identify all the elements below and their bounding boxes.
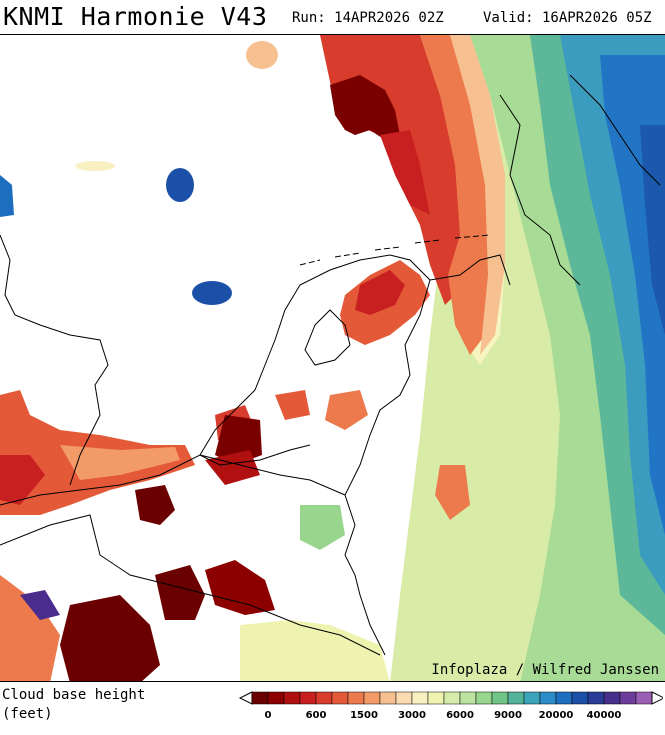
cloud-field-peach-blob: [246, 41, 278, 69]
cloud-field-blue-blob-1: [166, 168, 194, 202]
cloud-field-red-patch: [380, 130, 430, 215]
legend-swatch: [507, 691, 525, 705]
coastline-england: [0, 234, 109, 486]
coastline-belgium-france: [0, 444, 311, 506]
legend-tick-label: 6000: [446, 710, 474, 721]
legend-swatch: [459, 691, 477, 705]
legend-swatch: [395, 691, 413, 705]
legend-swatch: [587, 691, 605, 705]
legend-ticks: 0 600 1500 3000 6000 9000 20000 40000: [265, 710, 622, 721]
cloud-field-maroon-6: [205, 450, 260, 485]
legend-swatches: [238, 691, 663, 705]
legend-swatch: [571, 691, 589, 705]
legend-tick-label: 1500: [350, 710, 378, 721]
legend-tick-label: 40000: [587, 710, 622, 721]
legend-arrow-right: [651, 691, 663, 705]
legend-swatch: [523, 691, 541, 705]
cloud-field-south-green: [300, 505, 345, 550]
cloud-field-yellow-blob: [75, 161, 115, 171]
coastline-frisian-islands: [299, 234, 491, 266]
legend-swatch: [475, 691, 493, 705]
map-credit: Infoplaza / Wilfred Janssen: [431, 662, 659, 678]
cloud-field-blue-blob-2: [192, 281, 232, 305]
coastline-sweden: [569, 74, 661, 186]
cloud-field-maroon-3: [155, 565, 205, 620]
legend-swatch: [635, 691, 653, 705]
map-canvas: [0, 35, 665, 681]
cloud-field-blue-edge: [0, 175, 14, 217]
cloud-field-darker-blue: [640, 125, 665, 335]
cloud-field-peach-band: [450, 35, 505, 355]
parameter-unit: (feet): [2, 706, 53, 722]
coastline-ijsselmeer: [304, 309, 351, 366]
legend-swatch: [619, 691, 637, 705]
color-legend: 0 600 1500 3000 6000 9000 20000 40000: [238, 691, 663, 721]
cloud-field-nl-darkred: [355, 270, 405, 315]
legend-swatch: [443, 691, 461, 705]
cloud-field-center-orange: [435, 465, 470, 520]
cloud-field-orange-small: [275, 390, 310, 420]
run-time: Run: 14APR2026 02Z: [292, 10, 444, 26]
legend-swatch: [427, 691, 445, 705]
cloud-field-france-purple: [20, 590, 60, 620]
cloud-field-dark-red-patch: [330, 75, 400, 140]
footer: Cloud base height (feet) 0 600 1500 3000 600…: [0, 682, 665, 735]
header: KNMI Harmonie V43 Run: 14APR2026 02Z Val…: [0, 0, 665, 34]
legend-tick-label: 600: [306, 710, 327, 721]
cloud-field-orange-small-2: [325, 390, 368, 430]
coastline-denmark: [499, 94, 581, 286]
valid-time: Valid: 16APR2026 05Z: [483, 10, 652, 26]
legend-swatch: [411, 691, 429, 705]
map-title: KNMI Harmonie V43: [3, 2, 268, 31]
legend-swatch: [539, 691, 557, 705]
legend-swatch: [315, 691, 333, 705]
border-nl-de: [344, 279, 431, 656]
legend-swatch: [347, 691, 365, 705]
border-be-fr: [0, 514, 381, 656]
legend-swatch: [283, 691, 301, 705]
cloud-field-south-yellow: [240, 620, 390, 681]
cloud-field-maroon-2: [60, 595, 160, 681]
legend-swatch: [267, 691, 285, 705]
cloud-base-map: Infoplaza / Wilfred Janssen: [0, 34, 665, 682]
legend-swatch: [363, 691, 381, 705]
legend-swatch: [331, 691, 349, 705]
cloud-field-orange-band: [420, 35, 495, 355]
parameter-name: Cloud base height: [2, 687, 146, 703]
legend-swatch: [491, 691, 509, 705]
legend-swatch: [603, 691, 621, 705]
legend-swatch: [251, 691, 269, 705]
legend-swatch: [555, 691, 573, 705]
legend-swatch: [379, 691, 397, 705]
legend-tick-label: 3000: [398, 710, 426, 721]
parameter-label: Cloud base height (feet): [2, 686, 145, 724]
cloud-field-belgium-red: [0, 455, 45, 505]
legend-arrow-left: [238, 691, 253, 705]
coastline-netherlands: [199, 254, 431, 456]
cloud-field-belgium-peach: [60, 445, 180, 480]
legend-swatch: [299, 691, 317, 705]
cloud-field-maroon-1: [135, 485, 175, 525]
cloud-field-maroon-4: [205, 560, 275, 615]
border-be-nl: [199, 454, 346, 496]
legend-tick-label: 0: [265, 710, 272, 721]
legend-tick-label: 9000: [494, 710, 522, 721]
cloud-field-france-orange: [0, 575, 60, 681]
legend-tick-label: 20000: [539, 710, 574, 721]
coastline-germany-north: [429, 254, 511, 286]
